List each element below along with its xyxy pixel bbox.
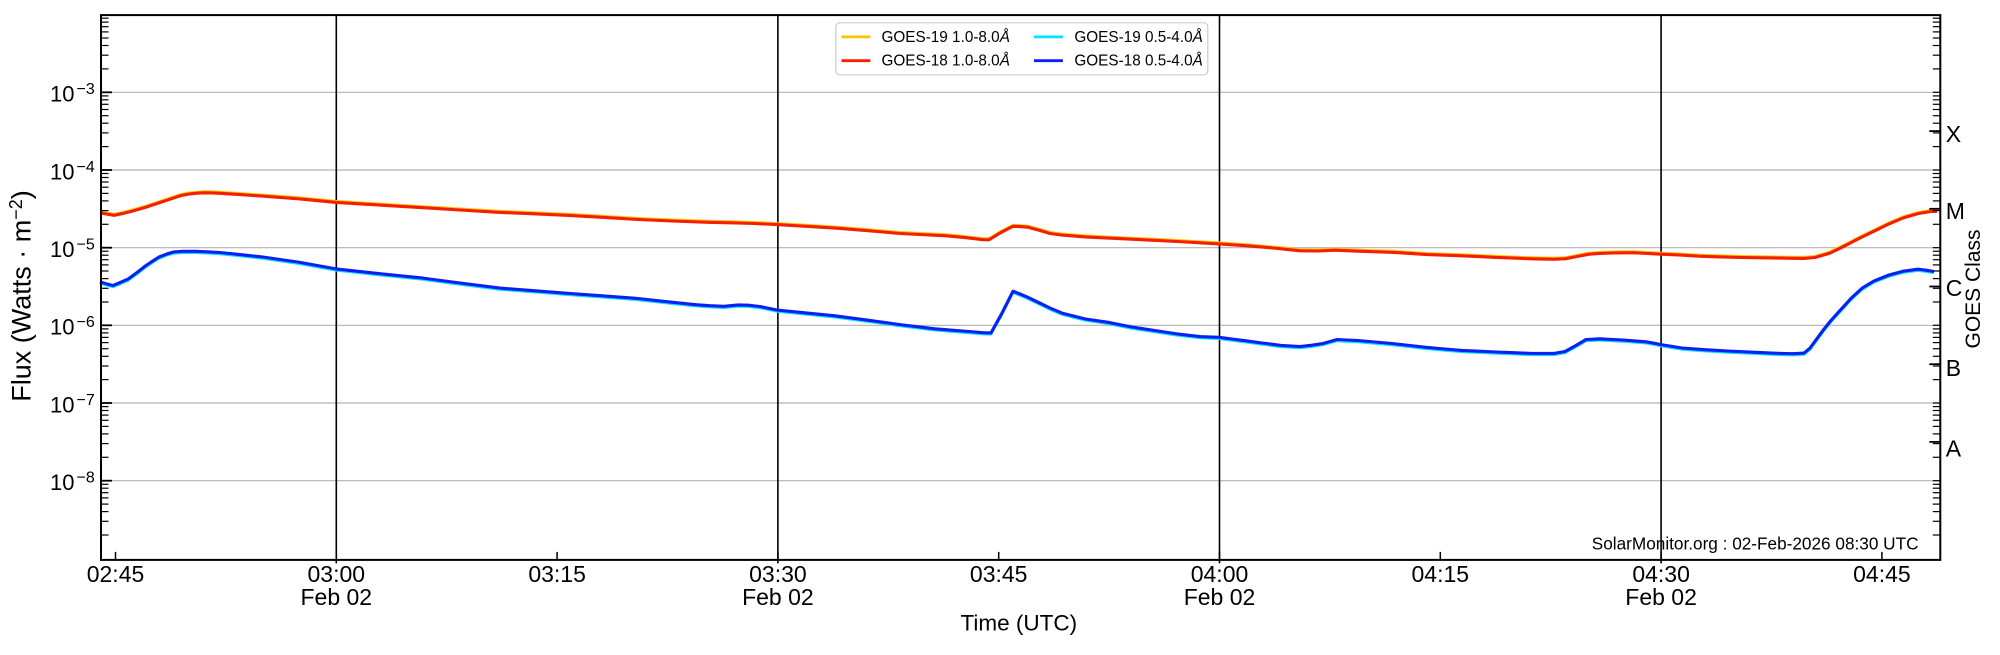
svg-text:Flux (Watts · m−2): Flux (Watts · m−2)	[6, 190, 37, 402]
svg-text:03:30: 03:30	[749, 561, 807, 587]
svg-text:04:00: 04:00	[1191, 561, 1249, 587]
svg-text:04:15: 04:15	[1412, 561, 1470, 587]
svg-text:B: B	[1946, 355, 1961, 381]
svg-text:10: 10	[50, 159, 74, 184]
svg-text:GOES-19 0.5-4.0Å: GOES-19 0.5-4.0Å	[1074, 29, 1202, 46]
svg-text:Feb 02: Feb 02	[300, 584, 372, 610]
svg-text:Feb 02: Feb 02	[1184, 584, 1256, 610]
svg-text:GOES Class: GOES Class	[1962, 229, 1985, 348]
svg-text:04:30: 04:30	[1632, 561, 1690, 587]
svg-text:10: 10	[50, 392, 74, 417]
svg-text:03:45: 03:45	[970, 561, 1028, 587]
svg-text:10: 10	[50, 470, 74, 495]
svg-text:−3: −3	[77, 81, 95, 98]
svg-text:GOES-18 0.5-4.0Å: GOES-18 0.5-4.0Å	[1074, 53, 1202, 70]
svg-text:SolarMonitor.org : 02-Feb-2026: SolarMonitor.org : 02-Feb-2026 08:30 UTC	[1592, 534, 1919, 554]
svg-text:−5: −5	[77, 237, 95, 254]
svg-text:−7: −7	[77, 392, 95, 409]
svg-text:A: A	[1946, 436, 1962, 462]
svg-text:GOES-19 1.0-8.0Å: GOES-19 1.0-8.0Å	[882, 29, 1010, 46]
svg-text:−4: −4	[77, 159, 95, 176]
svg-text:GOES-18 1.0-8.0Å: GOES-18 1.0-8.0Å	[882, 53, 1010, 70]
svg-text:Time (UTC): Time (UTC)	[960, 611, 1077, 636]
svg-text:C: C	[1946, 275, 1963, 301]
svg-text:02:45: 02:45	[87, 561, 145, 587]
svg-text:Feb 02: Feb 02	[1625, 584, 1697, 610]
svg-text:10: 10	[50, 82, 74, 107]
svg-text:10: 10	[50, 237, 74, 262]
svg-text:03:15: 03:15	[528, 561, 586, 587]
svg-text:04:45: 04:45	[1853, 561, 1911, 587]
svg-text:Feb 02: Feb 02	[742, 584, 814, 610]
svg-text:10: 10	[50, 315, 74, 340]
svg-text:−6: −6	[77, 314, 95, 331]
svg-text:X: X	[1946, 121, 1961, 147]
svg-text:03:00: 03:00	[308, 561, 366, 587]
svg-text:−8: −8	[77, 470, 95, 487]
svg-text:M: M	[1946, 198, 1965, 224]
